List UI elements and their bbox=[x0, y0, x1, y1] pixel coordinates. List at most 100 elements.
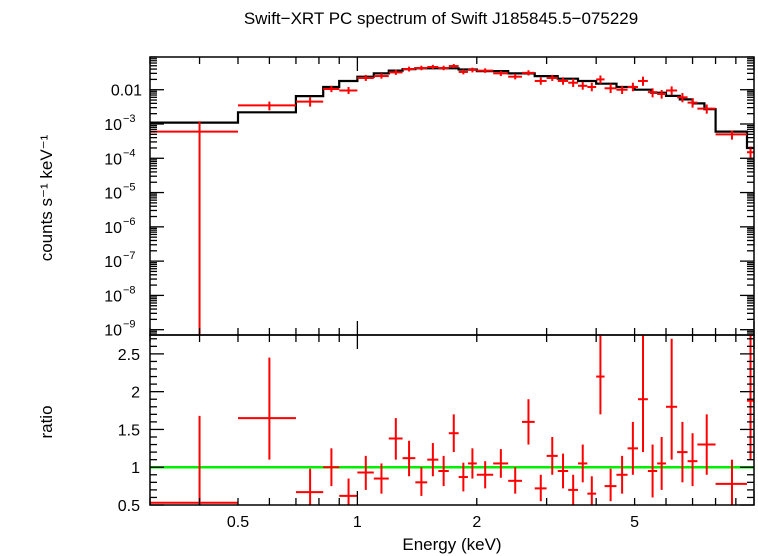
spectrum-point bbox=[295, 97, 324, 107]
spectrum-point bbox=[521, 70, 535, 76]
spectrum-point bbox=[438, 65, 449, 71]
ratio-point bbox=[546, 437, 558, 475]
spectrum-y-tick-label: 10 bbox=[104, 220, 122, 237]
spectrum-y-tick-exponent: −6 bbox=[123, 216, 136, 228]
spectrum-y-tick-label: 10 bbox=[104, 323, 122, 340]
spectrum-point bbox=[568, 78, 579, 87]
ratio-point bbox=[373, 463, 389, 494]
x-axis-label: Energy (keV) bbox=[402, 535, 501, 554]
spectrum-point bbox=[467, 67, 477, 73]
ratio-panel: 0.5 1 2 5 0.5 1 1.5 2 2.5 bbox=[118, 334, 755, 531]
ratio-point bbox=[295, 468, 324, 505]
spectrum-point bbox=[458, 69, 468, 75]
spectrum-y-tick-label: 0.01 bbox=[111, 83, 142, 100]
ratio-y-tick-label: 0.5 bbox=[118, 498, 140, 515]
spectrum-point bbox=[596, 75, 605, 84]
ratio-point bbox=[604, 468, 617, 502]
spectrum-x-ticks bbox=[149, 57, 755, 335]
spectrum-y-tick-label: 10 bbox=[104, 117, 122, 134]
model-step-line bbox=[150, 67, 754, 150]
spectrum-y-tick-exponent: −7 bbox=[123, 250, 136, 262]
ratio-point bbox=[687, 433, 698, 487]
ratio-point bbox=[388, 418, 403, 460]
spectrum-point bbox=[546, 74, 558, 81]
ratio-point bbox=[427, 443, 439, 477]
ratio-y-tick-label: 1 bbox=[131, 460, 140, 477]
spectrum-y-axis-label: counts s⁻¹ keV⁻¹ bbox=[37, 134, 56, 261]
spectrum-point bbox=[150, 121, 238, 335]
spectrum-y-tick-label: 10 bbox=[104, 151, 122, 168]
model-step-curve bbox=[150, 67, 754, 150]
ratio-point bbox=[467, 448, 477, 479]
spectrum-point bbox=[587, 82, 597, 92]
ratio-point bbox=[415, 467, 428, 496]
x-tick-label: 1 bbox=[353, 514, 362, 531]
ratio-point bbox=[438, 455, 449, 487]
ratio-point bbox=[476, 461, 494, 489]
spectrum-point bbox=[357, 74, 374, 81]
ratio-point bbox=[627, 421, 639, 475]
spectrum-point bbox=[604, 83, 617, 94]
ratio-point bbox=[150, 415, 238, 505]
spectrum-point bbox=[616, 85, 628, 94]
spectrum-point bbox=[388, 69, 403, 75]
spectrum-point bbox=[638, 76, 648, 86]
spectrum-point bbox=[657, 90, 667, 99]
spectrum-point bbox=[415, 65, 428, 71]
ratio-point bbox=[638, 335, 648, 453]
spectrum-data-points bbox=[150, 64, 754, 335]
ratio-point bbox=[339, 478, 358, 505]
ratio-point bbox=[534, 474, 547, 502]
ratio-point bbox=[357, 455, 374, 490]
x-tick-label: 5 bbox=[630, 514, 639, 531]
x-tick-label: 0.5 bbox=[227, 514, 249, 531]
spectrum-point bbox=[339, 86, 358, 94]
ratio-point bbox=[596, 335, 605, 415]
spectrum-y-tick-label: 10 bbox=[104, 288, 122, 305]
ratio-point bbox=[448, 414, 459, 453]
ratio-point bbox=[677, 421, 688, 483]
spectrum-point bbox=[323, 85, 340, 93]
ratio-panel-frame bbox=[149, 334, 755, 506]
ratio-point bbox=[578, 444, 588, 483]
spectrum-point bbox=[448, 64, 459, 68]
spectrum-point bbox=[578, 81, 588, 90]
ratio-point bbox=[666, 338, 678, 460]
spectrum-point bbox=[647, 88, 658, 98]
spectrum-point bbox=[373, 73, 389, 79]
ratio-point bbox=[237, 357, 296, 460]
ratio-point bbox=[493, 449, 509, 478]
ratio-y-ticks: 0.5 1 1.5 2 2.5 bbox=[118, 338, 754, 515]
spectrum-point bbox=[557, 77, 569, 85]
ratio-y-tick-label: 2.5 bbox=[118, 347, 140, 364]
spectrum-y-tick-exponent: −5 bbox=[123, 182, 136, 194]
ratio-point bbox=[715, 459, 747, 505]
spectrum-point bbox=[687, 98, 698, 108]
ratio-point bbox=[568, 474, 579, 505]
ratio-point bbox=[587, 476, 597, 505]
chart-title: Swift−XRT PC spectrum of Swift J185845.5… bbox=[244, 9, 638, 28]
spectrum-point bbox=[715, 130, 747, 140]
spectrum-y-tick-exponent: −9 bbox=[123, 319, 136, 331]
spectrum-point bbox=[627, 82, 639, 92]
ratio-point bbox=[557, 453, 569, 489]
ratio-point bbox=[458, 462, 468, 492]
ratio-point bbox=[746, 335, 754, 460]
spectrum-y-tick-exponent: −4 bbox=[123, 147, 136, 159]
ratio-data-points bbox=[150, 335, 754, 505]
ratio-point bbox=[521, 399, 535, 445]
spectrum-point bbox=[697, 104, 716, 114]
ratio-point bbox=[402, 440, 416, 477]
spectrum-y-tick-label: 10 bbox=[104, 254, 122, 271]
spectrum-point bbox=[677, 93, 688, 103]
ratio-point bbox=[616, 455, 628, 494]
ratio-y-tick-label: 1.5 bbox=[118, 422, 140, 439]
spectrum-y-tick-label: 10 bbox=[104, 186, 122, 203]
spectrum-y-tick-exponent: −3 bbox=[123, 113, 136, 125]
spectrum-point bbox=[402, 66, 416, 72]
spectrum-point bbox=[666, 86, 678, 96]
x-tick-label: 2 bbox=[472, 514, 481, 531]
